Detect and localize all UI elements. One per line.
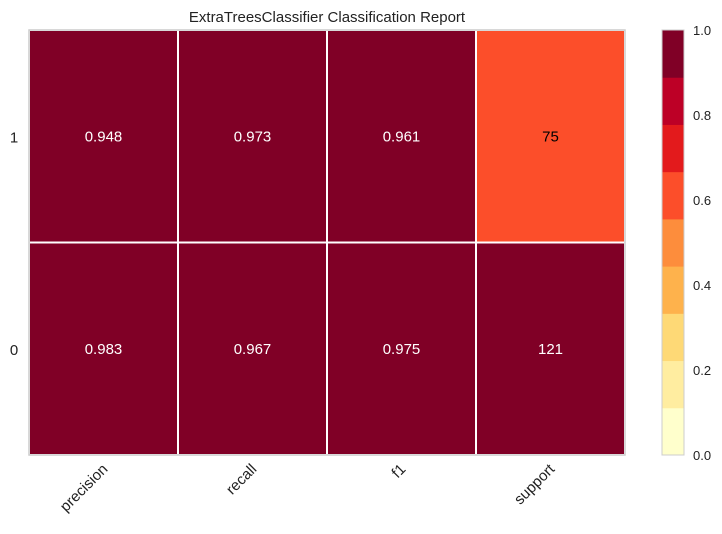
cell-label: 0.983 (85, 341, 123, 358)
cell-label: 0.961 (383, 128, 421, 145)
cell-label: 0.967 (234, 341, 272, 358)
colorbar-tick-label: 0.8 (693, 108, 711, 123)
colorbar-frame (661, 29, 685, 456)
heatmap-cell (177, 241, 328, 456)
colorbar-tick-label: 0.4 (693, 278, 711, 293)
heatmap-frame (28, 29, 626, 456)
colorbar-tick-label: 1.0 (693, 23, 711, 38)
chart-title: ExtraTreesClassifier Classification Repo… (189, 9, 466, 26)
column-tick-label: f1 (388, 461, 409, 482)
heatmap-cell (28, 241, 179, 456)
colorbar: 0.0 0.2 0.4 0.6 0.8 1.0 (661, 23, 711, 463)
colorbar-tick-label: 0.6 (693, 193, 711, 208)
colorbar-segment (662, 171, 684, 220)
heatmap-cell (475, 241, 626, 456)
cell-label: 0.948 (85, 128, 123, 145)
colorbar-tick-label: 0.0 (693, 448, 711, 463)
cell-label: 0.973 (234, 128, 272, 145)
colorbar-segment (662, 266, 684, 314)
heatmap-cell (177, 29, 328, 244)
cell-label: 75 (542, 128, 559, 145)
column-tick-label: precision (57, 461, 111, 515)
colorbar-segment (662, 124, 684, 173)
row-tick-label: 1 (10, 129, 18, 146)
colorbar-segment (662, 218, 684, 267)
heatmap-cell (28, 29, 179, 244)
colorbar-segment (662, 313, 684, 362)
colorbar-segment (662, 30, 684, 78)
colorbar-tick-label: 0.2 (693, 363, 711, 378)
column-tick-label: recall (223, 461, 260, 498)
cell-label: 0.975 (383, 341, 421, 358)
row-tick-label: 0 (10, 342, 18, 359)
colorbar-segment (662, 407, 684, 456)
colorbar-segment (662, 360, 684, 409)
colorbar-segment (662, 77, 684, 125)
cell-label: 121 (538, 341, 563, 358)
heatmap-cell (475, 29, 626, 244)
column-tick-label: support (511, 460, 559, 508)
